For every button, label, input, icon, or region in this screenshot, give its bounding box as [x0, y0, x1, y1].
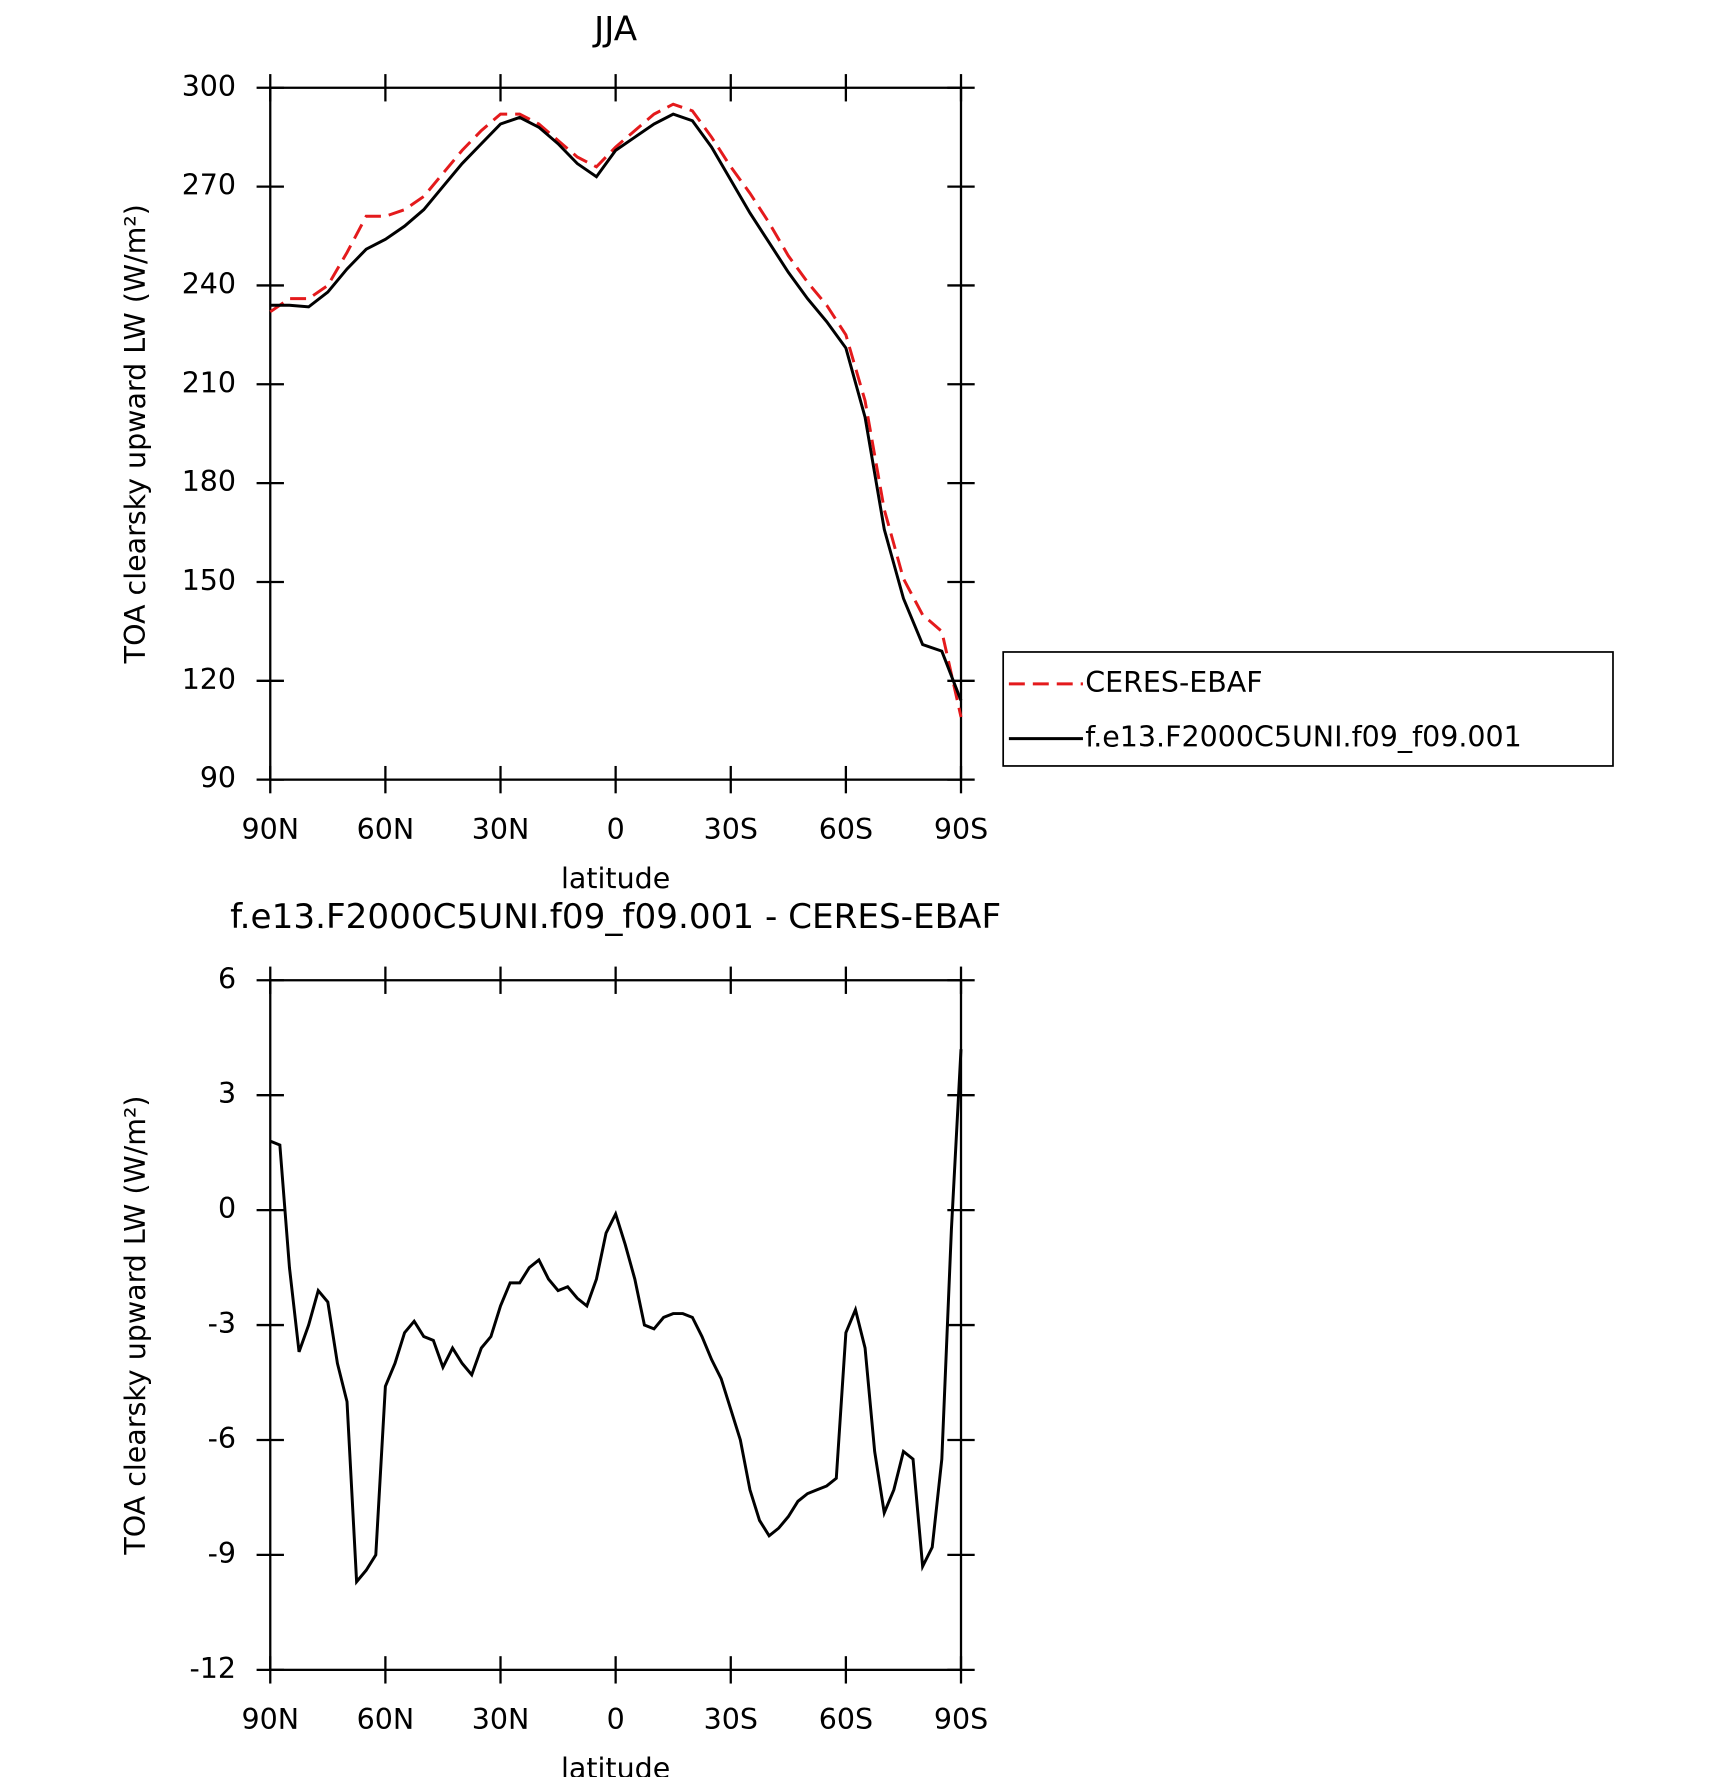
x-tick-label: 90S: [934, 1703, 988, 1736]
x-tick-label: 60N: [357, 1703, 415, 1736]
x-tick-label: 0: [607, 1703, 625, 1736]
y-tick-label: 240: [182, 267, 236, 300]
x-tick-label: 60N: [357, 813, 415, 846]
x-axis-label: latitude: [561, 862, 670, 895]
y-tick-label: -12: [190, 1652, 237, 1685]
x-axis-label: latitude: [561, 1752, 670, 1777]
y-axis-label: TOA clearsky upward LW (W/m²): [119, 1095, 152, 1555]
x-tick-label: 0: [607, 813, 625, 846]
plot-frame: [269, 979, 963, 1671]
y-tick-label: 180: [182, 465, 236, 498]
x-tick-label: 30N: [472, 1703, 530, 1736]
data-line: [269, 1049, 963, 1586]
y-tick-label: -3: [208, 1307, 236, 1340]
y-tick-label: 300: [182, 70, 236, 103]
y-tick-label: 3: [218, 1077, 236, 1110]
y-tick-label: 120: [182, 663, 236, 696]
y-tick-label: 270: [182, 169, 236, 202]
y-tick-label: 0: [218, 1192, 236, 1225]
x-tick-label: 30S: [704, 1703, 758, 1736]
x-tick-label: 90N: [241, 1703, 299, 1736]
y-tick-label: 6: [218, 962, 236, 995]
chart-title: f.e13.F2000C5UNI.f09_f09.001 - CERES-EBA…: [230, 897, 1001, 937]
x-tick-label: 30N: [472, 813, 530, 846]
y-tick-label: 210: [182, 366, 236, 399]
x-tick-label: 60S: [819, 1703, 873, 1736]
legend-label: CERES-EBAF: [1085, 666, 1262, 699]
y-axis-label: TOA clearsky upward LW (W/m²): [119, 204, 152, 664]
chart-title: JJA: [592, 9, 638, 49]
data-line: [270, 112, 963, 702]
y-tick-label: 150: [182, 564, 236, 597]
x-tick-label: 90S: [934, 813, 988, 846]
data-line: [269, 102, 963, 718]
x-tick-label: 30S: [704, 813, 758, 846]
y-tick-label: -6: [208, 1422, 236, 1455]
y-tick-label: -9: [208, 1537, 236, 1570]
x-tick-label: 60S: [819, 813, 873, 846]
y-tick-label: 90: [200, 762, 236, 795]
plot-frame: [269, 86, 963, 781]
x-tick-label: 90N: [241, 813, 299, 846]
legend-label: f.e13.F2000C5UNI.f09_f09.001: [1085, 721, 1522, 754]
legend-box: [1002, 651, 1614, 767]
